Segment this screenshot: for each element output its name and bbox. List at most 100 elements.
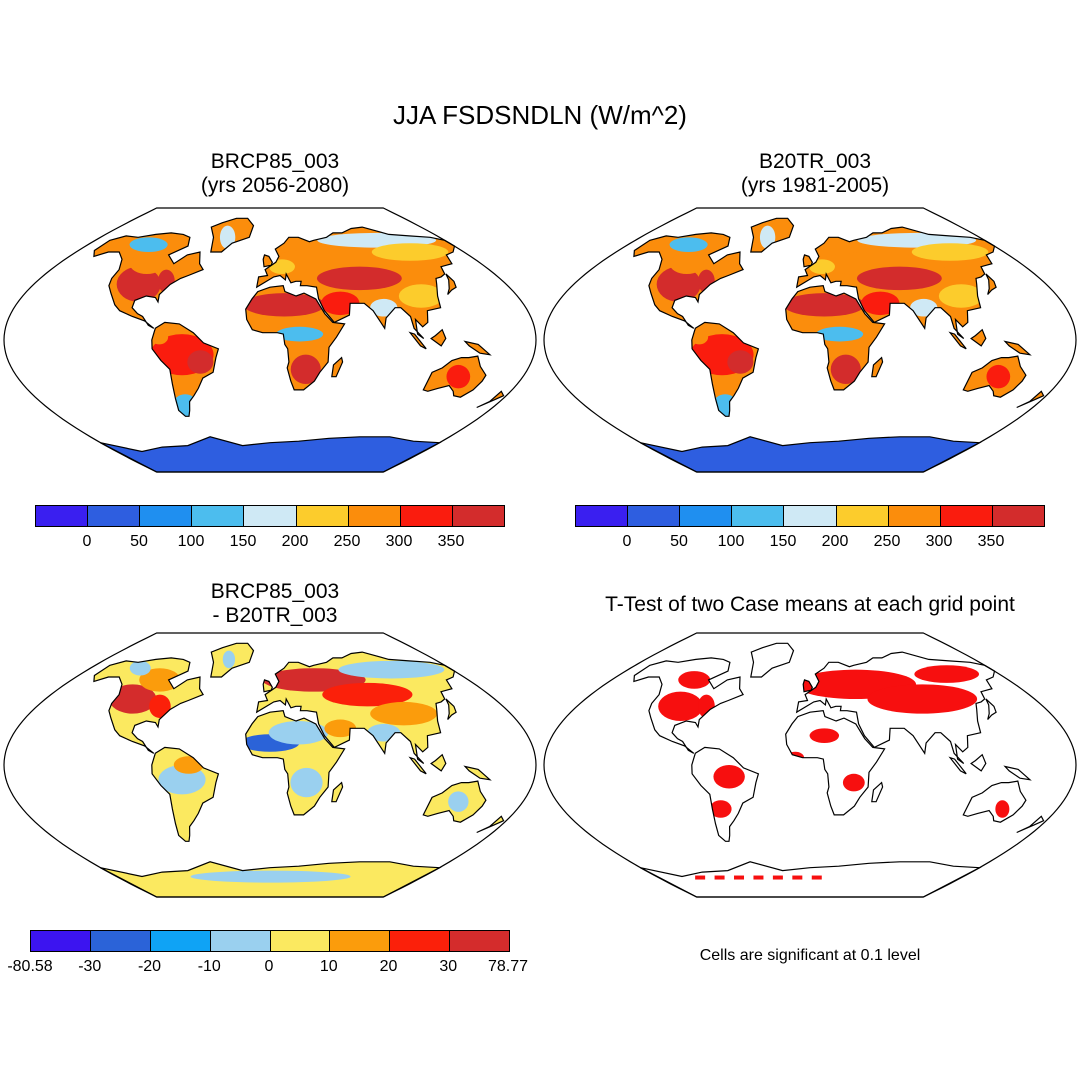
- difference-title-line2: - B20TR_003: [212, 604, 338, 627]
- field-patch: [856, 266, 942, 291]
- panel-title-ttest: T-Test of two Case means at each grid po…: [550, 593, 1070, 617]
- colorbar-difference-swatch: [450, 931, 509, 951]
- colorbar-control-swatch: [888, 506, 941, 526]
- antarctica-field: [640, 436, 980, 472]
- field-patch: [690, 329, 709, 345]
- colorbar-difference-label: -80.58: [7, 958, 53, 975]
- field-patch: [129, 237, 168, 252]
- coastline: [245, 710, 346, 816]
- colorbar-difference-label: 20: [379, 958, 398, 975]
- coastline: [1016, 390, 1045, 409]
- coastline: [255, 651, 456, 764]
- colorbar-control-swatch: [680, 506, 733, 526]
- colorbar-difference-label: 78.77: [487, 958, 529, 975]
- colorbar-control-swatch: [576, 506, 629, 526]
- colorbar-difference-swatch: [150, 931, 211, 951]
- field-patch: [792, 875, 803, 880]
- field-patch: [129, 660, 151, 676]
- colorbar-case-swatch: [244, 506, 297, 526]
- colorbar-case-swatch: [400, 506, 453, 526]
- colorbar-control-label: 300: [925, 533, 953, 550]
- colorbar-difference-bar: [30, 930, 510, 952]
- field-patch: [938, 284, 984, 308]
- colorbar-difference-swatch: [31, 931, 91, 951]
- colorbar-difference-swatch: [390, 931, 451, 951]
- colorbar-control: 0 50 100 150 200 250 300 350: [575, 505, 1045, 555]
- coastline: [151, 321, 220, 417]
- coastline: [430, 753, 447, 772]
- colorbar-difference-swatch: [270, 931, 331, 951]
- coastline: [691, 746, 760, 842]
- colorbar-control-bar: [575, 505, 1045, 527]
- map-border: [3, 207, 537, 473]
- coastline: [262, 254, 273, 268]
- coastline: [1003, 765, 1032, 781]
- coastline: [445, 698, 457, 720]
- colorbar-case-swatch: [88, 506, 141, 526]
- colorbar-difference-label: -20: [137, 958, 162, 975]
- colorbar-control-swatch: [732, 506, 785, 526]
- colorbar-case-label: 150: [229, 533, 257, 550]
- coastline: [430, 328, 447, 347]
- panel-title-case: BRCP85_003 (yrs 2056-2080): [125, 150, 425, 198]
- panel-title-difference: BRCP85_003 - B20TR_003: [125, 580, 425, 628]
- colorbar-case-label: 50: [130, 533, 148, 550]
- field-patch: [678, 671, 711, 689]
- colorbar-difference-swatch: [210, 931, 271, 951]
- coastline: [750, 217, 795, 253]
- colorbar-difference: -80.58 -30 -20 -10 0 10 20 30 78.77: [7, 930, 528, 980]
- coastline: [463, 765, 492, 781]
- coastline: [871, 781, 884, 803]
- coastline: [1003, 340, 1032, 356]
- coastline: [970, 753, 987, 772]
- coastline: [962, 780, 1027, 823]
- colorbar-control-label: 350: [977, 533, 1005, 550]
- coastline: [948, 331, 967, 350]
- colorbar-control-swatch: [784, 506, 837, 526]
- coastline: [408, 756, 427, 775]
- field-patch: [714, 875, 725, 880]
- field-patch: [830, 354, 861, 384]
- coastline: [985, 273, 997, 295]
- field-patch: [275, 326, 324, 342]
- case-title-line1: BRCP85_003: [210, 150, 340, 173]
- coastline: [331, 781, 344, 803]
- field-patch: [290, 354, 321, 384]
- field-patch: [316, 266, 402, 291]
- field-patch: [753, 875, 764, 880]
- coastline: [985, 698, 997, 720]
- colorbar-control-label: 0: [622, 533, 632, 550]
- colorbar-control-swatch: [628, 506, 681, 526]
- coastline: [422, 780, 487, 823]
- field-patch: [338, 660, 445, 679]
- coastline: [331, 356, 344, 378]
- coastline: [255, 226, 456, 339]
- coastline: [785, 285, 886, 391]
- coastline: [691, 321, 760, 417]
- field-patch: [811, 875, 822, 880]
- field-patch: [727, 350, 754, 374]
- colorbar-case-swatch: [348, 506, 401, 526]
- field-patch: [669, 253, 704, 274]
- colorbar-difference-label: 0: [264, 958, 274, 975]
- antarctica-field: [640, 861, 980, 897]
- field-patch: [914, 665, 980, 683]
- colorbar-case: 0 50 100 150 200 250 300 350: [35, 505, 505, 555]
- field-patch: [867, 684, 978, 714]
- colorbar-difference-label: 30: [439, 958, 458, 975]
- colorbar-case-bar: [35, 505, 505, 527]
- field-patch: [815, 326, 864, 342]
- colorbar-case-label: 300: [385, 533, 413, 550]
- field-patch: [669, 237, 708, 252]
- colorbar-case-label: 200: [281, 533, 309, 550]
- coastline: [962, 355, 1027, 398]
- colorbar-control-label: 150: [769, 533, 797, 550]
- colorbar-control-label: 50: [670, 533, 688, 550]
- map-difference: [3, 632, 537, 898]
- map-control: [543, 207, 1077, 473]
- colorbar-control-swatch: [992, 506, 1044, 526]
- field-patch: [371, 243, 449, 261]
- figure-title: JJA FSDSNDLN (W/m^2): [393, 100, 687, 130]
- field-patch: [802, 316, 877, 329]
- colorbar-control-label: 250: [873, 533, 901, 550]
